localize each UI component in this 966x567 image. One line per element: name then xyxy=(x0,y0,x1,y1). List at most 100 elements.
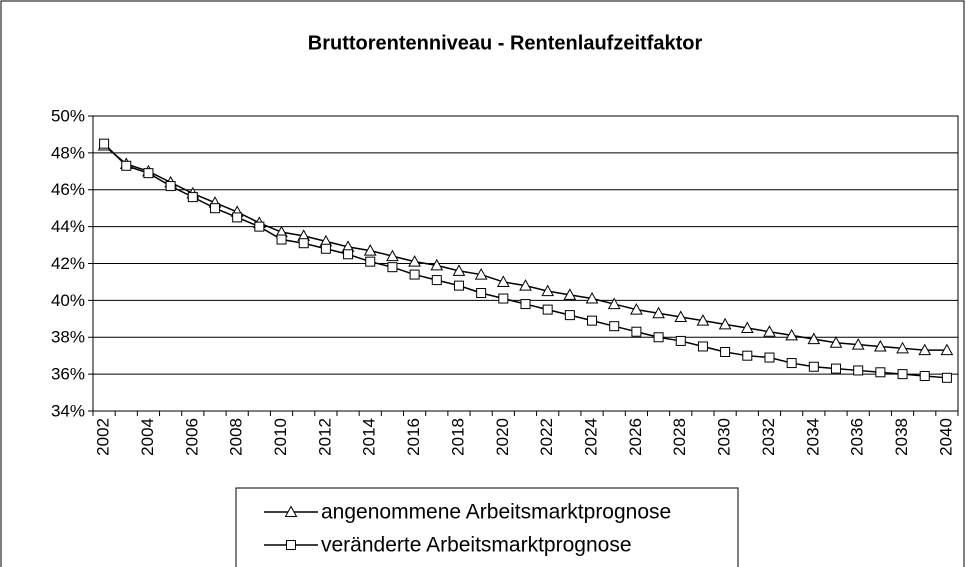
marker xyxy=(365,256,376,267)
marker xyxy=(165,181,176,192)
marker xyxy=(720,347,731,357)
marker xyxy=(829,336,843,348)
x-tick-label: 2020 xyxy=(493,418,512,456)
marker xyxy=(653,332,664,343)
marker xyxy=(918,343,932,356)
marker xyxy=(785,328,798,341)
marker xyxy=(520,299,531,310)
marker xyxy=(254,221,265,232)
marker xyxy=(630,303,643,315)
marker xyxy=(320,243,331,254)
marker xyxy=(786,358,797,369)
marker xyxy=(498,293,509,304)
marker xyxy=(474,268,488,280)
marker xyxy=(609,321,620,332)
chart-title: Bruttorentenniveau - Rentenlaufzeitfakto… xyxy=(308,32,703,54)
legend-marker xyxy=(284,505,298,517)
marker xyxy=(387,262,398,273)
x-tick-label: 2022 xyxy=(537,418,556,456)
x-tick-label: 2004 xyxy=(138,418,157,456)
marker xyxy=(563,288,577,300)
x-tick-label: 2002 xyxy=(94,418,113,456)
x-tick-label: 2032 xyxy=(759,418,778,456)
marker xyxy=(187,192,198,203)
y-tick-label: 36% xyxy=(51,365,85,384)
marker xyxy=(897,369,908,380)
x-tick-label: 2010 xyxy=(271,418,290,456)
marker xyxy=(674,310,688,322)
x-tick-label: 2040 xyxy=(936,418,955,456)
x-tick-label: 2014 xyxy=(360,418,379,456)
marker xyxy=(430,258,444,271)
marker xyxy=(232,212,243,223)
marker xyxy=(742,350,753,361)
legend-label: veränderte Arbeitsmarktprognose xyxy=(321,534,632,557)
marker xyxy=(496,275,510,287)
marker xyxy=(874,339,887,352)
y-tick-label: 46% xyxy=(51,180,85,199)
x-tick-label: 2018 xyxy=(448,418,467,456)
y-tick-label: 50% xyxy=(51,106,85,125)
marker xyxy=(675,335,686,346)
marker xyxy=(896,341,909,354)
marker xyxy=(143,168,154,179)
marker xyxy=(121,160,132,171)
series xyxy=(99,138,952,383)
legend-label: angenommene Arbeitsmarktprognose xyxy=(321,501,671,524)
marker xyxy=(652,306,665,319)
marker xyxy=(452,264,466,276)
marker xyxy=(764,352,775,363)
marker xyxy=(607,297,621,310)
marker xyxy=(853,365,864,376)
marker xyxy=(631,326,642,337)
x-tick-label: 2028 xyxy=(670,418,689,456)
marker xyxy=(409,269,420,280)
marker xyxy=(431,275,442,286)
y-tick-label: 42% xyxy=(51,254,85,273)
marker xyxy=(875,367,886,378)
marker xyxy=(298,238,309,249)
plot-area xyxy=(92,115,959,412)
y-tick-label: 44% xyxy=(51,217,85,236)
marker xyxy=(564,310,575,321)
marker xyxy=(940,343,954,356)
marker xyxy=(99,138,110,149)
x-tick-label: 2006 xyxy=(182,418,201,456)
x-tick-label: 2026 xyxy=(626,418,645,456)
x-tick-label: 2034 xyxy=(803,418,822,456)
x-tick-label: 2008 xyxy=(227,418,246,456)
legend-item: veränderte Arbeitsmarktprognose xyxy=(264,534,632,557)
legend-item: angenommene Arbeitsmarktprognose xyxy=(264,501,671,524)
marker xyxy=(453,280,464,291)
marker xyxy=(343,249,354,260)
marker xyxy=(408,255,421,267)
marker xyxy=(740,321,754,334)
y-tick-label: 40% xyxy=(51,291,85,310)
marker xyxy=(587,315,598,326)
x-tick-label: 2012 xyxy=(315,418,334,456)
marker xyxy=(831,363,842,374)
legend-marker xyxy=(286,540,296,550)
marker xyxy=(209,203,220,214)
x-tick-label: 2038 xyxy=(892,418,911,456)
marker xyxy=(696,314,710,326)
x-tick-label: 2036 xyxy=(848,418,867,456)
marker xyxy=(807,332,821,345)
marker xyxy=(542,304,553,315)
x-tick-label: 2024 xyxy=(582,418,601,456)
marker xyxy=(363,244,377,256)
marker xyxy=(763,325,776,337)
marker xyxy=(541,284,555,297)
x-tick-label: 2016 xyxy=(404,418,423,456)
marker xyxy=(919,370,930,381)
marker xyxy=(386,249,399,262)
marker xyxy=(276,234,287,245)
marker xyxy=(718,317,732,330)
marker xyxy=(585,291,599,304)
marker xyxy=(808,361,819,372)
marker xyxy=(476,288,487,298)
marker xyxy=(697,341,708,352)
y-tick-label: 34% xyxy=(51,401,85,420)
